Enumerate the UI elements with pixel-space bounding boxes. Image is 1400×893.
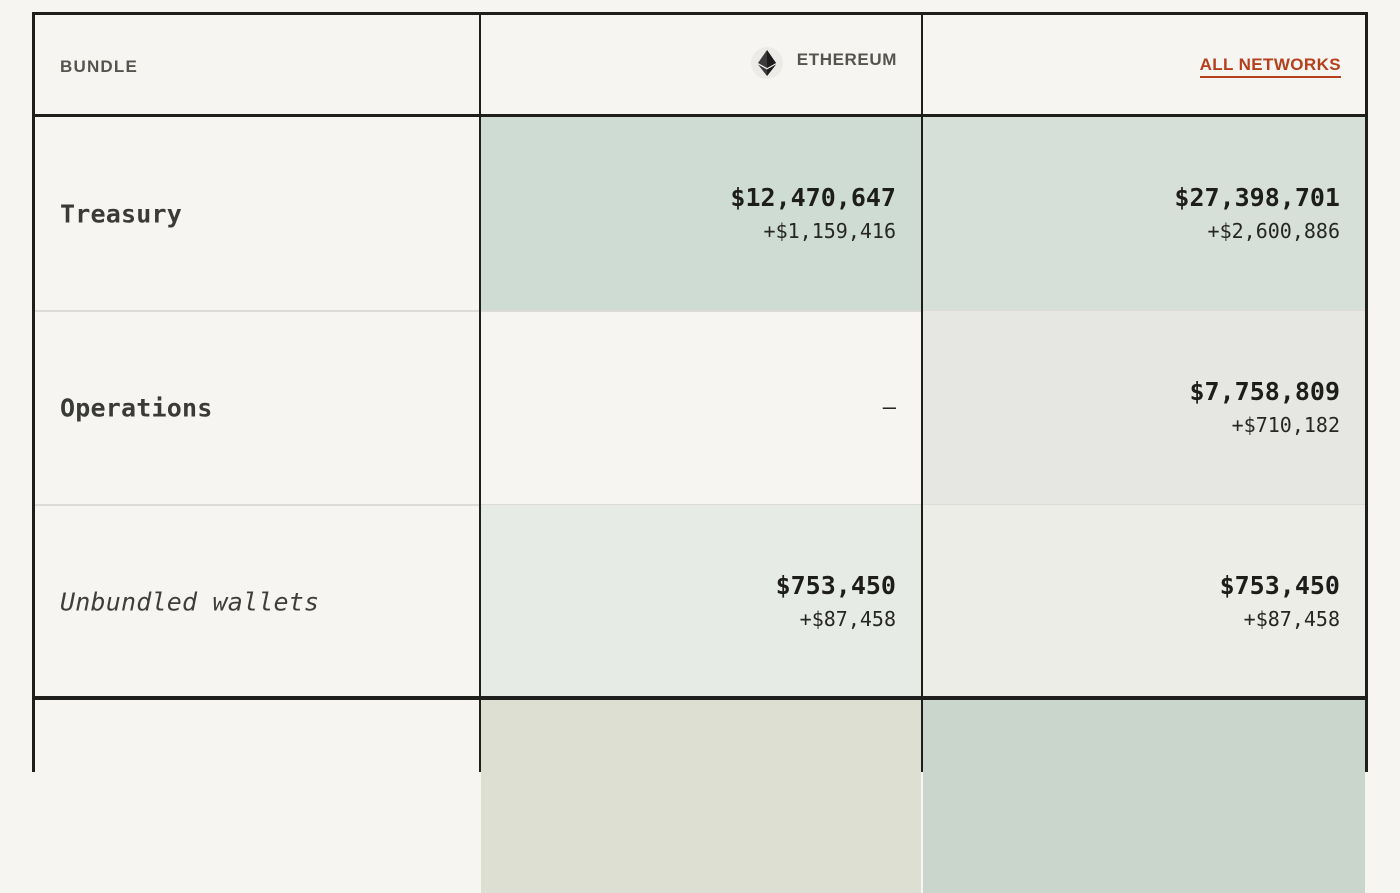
ethereum-value-cell [481,700,921,893]
balance-value: $753,450 [775,570,896,600]
bundle-name-cell: Treasury [35,117,479,310]
ethereum-value-cell[interactable]: $12,470,647 +$1,159,416 [481,117,921,310]
all-networks-value-cell[interactable]: $27,398,701 +$2,600,886 [923,117,1365,310]
balance-change: +$710,182 [1231,412,1340,437]
all-networks-value-cell[interactable]: $753,450 +$87,458 [923,505,1365,698]
all-networks-value-cell[interactable]: $7,758,809 +$710,182 [923,311,1365,504]
balance-value: $753,450 [1219,570,1340,600]
total-row-divider [35,696,1365,700]
ethereum-value-cell: — [481,311,921,504]
all-networks-value-cell [923,700,1365,893]
column-header-bundle: BUNDLE [60,57,139,76]
balance-change: +$2,600,886 [1207,218,1340,243]
ethereum-icon [750,47,783,79]
table-row-treasury[interactable]: Treasury $12,470,647 +$1,159,416 $27,398… [35,117,1365,310]
row-divider [35,310,1365,312]
ethereum-column-label: ETHEREUM [796,50,897,69]
empty-value-dash: — [882,395,896,420]
table-row-operations[interactable]: Operations — $7,758,809 +$710,182 [35,311,1365,504]
table-header: BUNDLE ETHEREUM ALL NETWORKS [35,15,1365,114]
all-networks-link[interactable]: ALL NETWORKS [1199,55,1341,78]
table-row-unbundled-wallets[interactable]: Unbundled wallets $753,450 +$87,458 $753… [35,505,1365,698]
balance-value: $27,398,701 [1174,182,1340,212]
balance-change: +$87,458 [799,606,896,631]
bundle-name: Treasury [60,199,183,228]
bundle-name: Operations [60,393,213,422]
balance-change: +$1,159,416 [763,218,896,243]
balance-change: +$87,458 [1243,606,1340,631]
bundle-name-cell: Operations [35,311,479,504]
balance-value: $7,758,809 [1189,376,1340,406]
column-divider [921,15,923,772]
header-divider [35,114,1365,117]
bundle-network-table: BUNDLE ETHEREUM ALL NETWORKS Treasury $1… [32,12,1368,893]
column-divider [479,15,481,772]
balance-value: $12,470,647 [730,182,896,212]
bundle-name-cell [35,700,479,893]
ethereum-value-cell[interactable]: $753,450 +$87,458 [481,505,921,698]
table-row-total [35,700,1365,893]
column-header-ethereum[interactable]: ETHEREUM [750,47,897,79]
bundle-name: Unbundled wallets [60,587,320,616]
bundle-name-cell: Unbundled wallets [35,505,479,698]
